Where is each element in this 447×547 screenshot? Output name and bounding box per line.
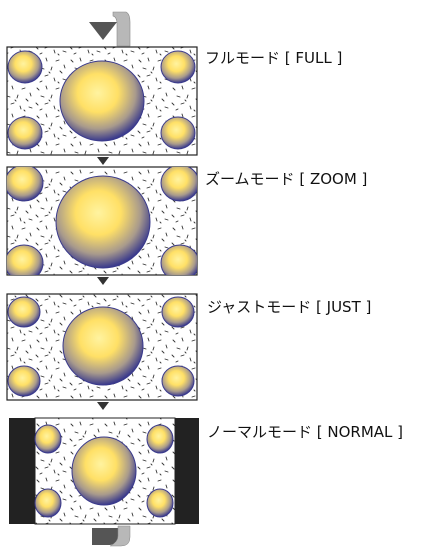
cycle-arrow-top-icon	[89, 11, 131, 47]
mode-label-just: ジャストモード [ JUST ]	[207, 298, 372, 316]
panel-just	[6, 293, 198, 401]
panel-normal	[9, 417, 199, 525]
mode-label-zoom: ズームモード [ ZOOM ]	[205, 170, 368, 188]
cycle-arrow-bottom-icon	[92, 525, 131, 547]
mode-label-normal: ノーマルモード [ NORMAL ]	[207, 423, 404, 441]
mode-label-full: フルモード [ FULL ]	[205, 49, 343, 67]
down-arrow-2-icon	[97, 277, 109, 285]
down-arrow-1-icon	[97, 157, 109, 165]
panel-zoom	[6, 166, 198, 276]
down-arrow-3-icon	[97, 402, 109, 410]
panel-full	[6, 46, 198, 156]
